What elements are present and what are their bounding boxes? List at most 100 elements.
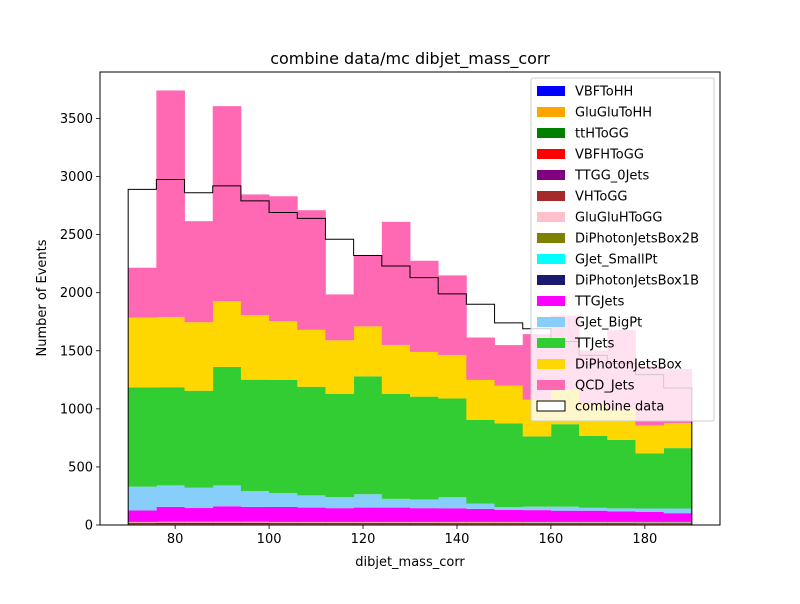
bar-glugluhtogg-8 (354, 522, 383, 523)
legend-label-gjet-smallpt: GJet_SmallPt (575, 253, 658, 268)
legend-swatch-diphotonjetsbox (537, 359, 565, 369)
bar-ttgg-0jets-19 (664, 523, 693, 524)
bar-ttjets-12 (466, 420, 495, 504)
bar-glugluhtogg-5 (269, 522, 298, 523)
bar-ttgjets-1 (156, 507, 185, 522)
legend-swatch-ttgjets (537, 296, 565, 306)
bar-gjet-bigpt-12 (466, 504, 495, 509)
bar-glugluhtogg-17 (607, 522, 636, 523)
bar-ttjets-0 (128, 387, 157, 486)
bar-ttgjets-8 (354, 508, 383, 522)
legend-label-combine-data: combine data (575, 400, 664, 415)
legend-swatch-gluglutohh (537, 107, 565, 117)
bar-gjet-bigpt-15 (551, 507, 580, 511)
bar-glugluhtogg-3 (213, 522, 242, 523)
legend-swatch-vbftohh (537, 86, 565, 96)
y-tick-label-3000: 3000 (60, 170, 93, 185)
legend-label-vbftohh: VBFToHH (575, 85, 633, 100)
x-tick-label-140: 140 (445, 532, 470, 547)
legend-label-qcd-jets: QCD_Jets (575, 379, 635, 394)
legend-label-diphotonjetsbox2b: DiPhotonJetsBox2B (575, 232, 699, 247)
bar-ttgg-0jets-16 (579, 523, 608, 524)
bar-glugluhtogg-18 (635, 523, 664, 524)
bar-ttgjets-2 (185, 508, 214, 521)
bar-ttgg-0jets-10 (410, 523, 439, 524)
bar-ttjets-3 (213, 367, 242, 485)
legend-label-glugluhtogg: GluGluHToGG (575, 211, 662, 226)
legend-swatch-vhtogg (537, 191, 565, 201)
y-tick-label-3500: 3500 (60, 112, 93, 127)
bar-ttgjets-14 (523, 510, 552, 522)
legend-swatch-glugluhtogg (537, 212, 565, 222)
legend-label-ttgjets: TTGJets (574, 295, 625, 310)
bar-diphotonjetsbox-1 (156, 317, 185, 387)
y-tick-label-500: 500 (68, 460, 93, 475)
bar-diphotonjetsbox-8 (354, 326, 383, 376)
bar-diphotonjetsbox-5 (269, 321, 298, 380)
bar-ttgjets-10 (410, 508, 439, 521)
bar-ttgg-0jets-3 (213, 523, 242, 524)
legend-swatch-tthtogg (537, 128, 565, 138)
y-tick-label-0: 0 (85, 519, 93, 534)
bar-ttgjets-3 (213, 506, 242, 521)
legend-swatch-diphotonjetsbox2b (537, 233, 565, 243)
bar-diphotonjetsbox-7 (325, 340, 354, 393)
bar-glugluhtogg-19 (664, 523, 693, 524)
y-tick-label-1500: 1500 (60, 344, 93, 359)
bar-qcd-jets-9 (382, 222, 411, 345)
bar-gjet-bigpt-17 (607, 508, 636, 511)
x-axis-label: dibjet_mass_corr (355, 555, 465, 570)
bar-gjet-bigpt-16 (579, 508, 608, 511)
bar-glugluhtogg-10 (410, 522, 439, 523)
bar-ttgg-0jets-9 (382, 523, 411, 524)
legend-swatch-ttgg-0jets (537, 170, 565, 180)
bar-ttgg-0jets-11 (438, 523, 467, 524)
bar-diphotonjetsbox-9 (382, 345, 411, 394)
y-tick-label-2000: 2000 (60, 286, 93, 301)
bar-ttgg-0jets-17 (607, 523, 636, 524)
bar-gjet-bigpt-4 (241, 491, 270, 507)
bar-diphotonjetsbox-11 (438, 355, 467, 399)
bar-ttgjets-15 (551, 511, 580, 522)
legend-label-diphotonjetsbox: DiPhotonJetsBox (575, 358, 682, 373)
bar-glugluhtogg-16 (579, 522, 608, 523)
bar-qcd-jets-4 (241, 194, 270, 315)
bar-diphotonjetsbox-4 (241, 315, 270, 379)
bar-ttgg-0jets-13 (495, 523, 524, 524)
bar-ttjets-18 (635, 453, 664, 508)
bar-ttgg-0jets-15 (551, 523, 580, 524)
bar-gjet-bigpt-3 (213, 485, 242, 506)
bar-glugluhtogg-7 (325, 522, 354, 523)
bar-qcd-jets-1 (156, 90, 185, 317)
bar-ttgg-0jets-4 (241, 523, 270, 524)
bar-ttgjets-4 (241, 507, 270, 522)
y-tick-label-2500: 2500 (60, 228, 93, 243)
bar-ttgg-0jets-6 (297, 523, 326, 524)
bar-ttjets-8 (354, 376, 383, 494)
legend-label-tthtogg: ttHToGG (575, 127, 629, 142)
x-tick-label-80: 80 (167, 532, 184, 547)
bar-ttjets-13 (495, 423, 524, 507)
legend-label-gluglutohh: GluGluToHH (575, 106, 652, 121)
y-tick-label-1000: 1000 (60, 402, 93, 417)
legend: VBFToHHGluGluToHHttHToGGVBFHToGGTTGG_0Je… (531, 78, 714, 421)
legend-label-ttgg-0jets: TTGG_0Jets (574, 169, 650, 184)
bar-gjet-bigpt-1 (156, 485, 185, 506)
bar-ttjets-5 (269, 380, 298, 493)
bar-ttgjets-9 (382, 508, 411, 522)
bar-ttjets-10 (410, 397, 439, 500)
bar-ttgg-0jets-14 (523, 523, 552, 524)
legend-swatch-combine-data (537, 401, 565, 411)
bar-qcd-jets-11 (438, 275, 467, 355)
bar-diphotonjetsbox-18 (635, 425, 664, 453)
bar-diphotonjetsbox-13 (495, 386, 524, 424)
bar-ttgjets-13 (495, 510, 524, 522)
bar-ttgjets-6 (297, 508, 326, 522)
bar-ttjets-6 (297, 387, 326, 496)
bar-ttgjets-17 (607, 511, 636, 521)
bar-diphotonjetsbox-0 (128, 318, 157, 388)
bar-glugluhtogg-13 (495, 522, 524, 523)
bar-glugluhtogg-0 (128, 522, 157, 523)
